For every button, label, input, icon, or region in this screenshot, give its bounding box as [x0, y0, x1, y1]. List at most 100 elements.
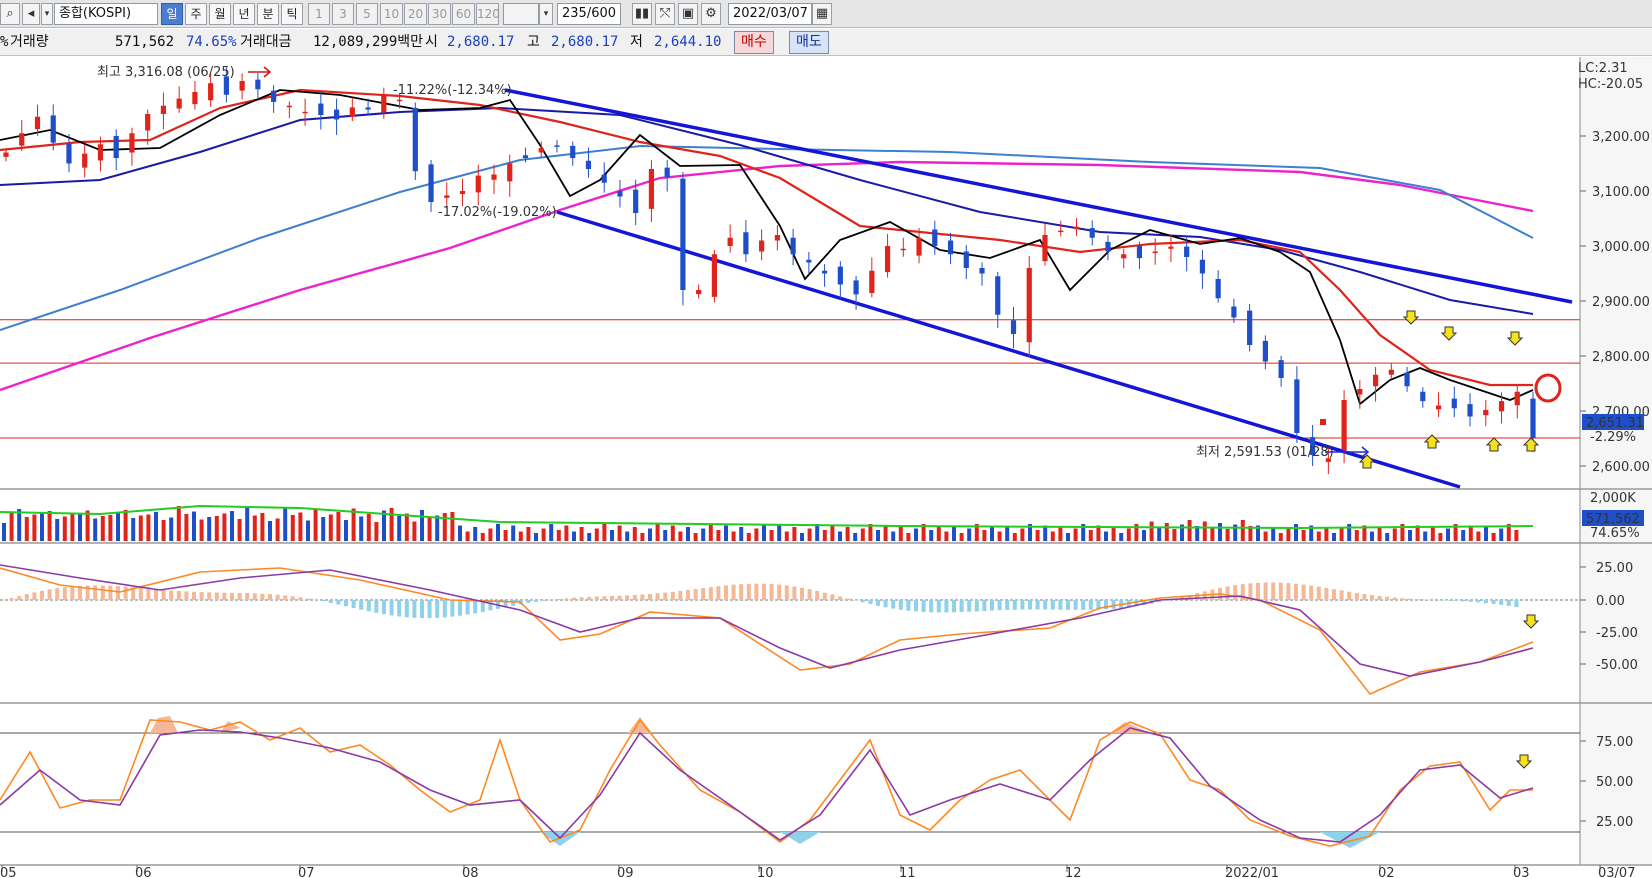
date-axis-label: 2022/01: [1225, 866, 1279, 878]
dropdown-arrow-icon[interactable]: ▾: [41, 3, 53, 25]
candle-body: [601, 174, 607, 183]
candle-body: [412, 107, 418, 172]
interval-dropdown-icon[interactable]: ▾: [539, 3, 553, 25]
interval-button-7[interactable]: 120: [476, 3, 500, 25]
volume-bar: [1415, 525, 1420, 541]
macd-histogram-bar: [777, 584, 782, 600]
candle-body: [1530, 398, 1536, 438]
buy-button[interactable]: 매수: [734, 31, 774, 54]
macd-histogram-bar: [1347, 591, 1352, 600]
candle-body: [1152, 251, 1158, 253]
volume-bar: [1392, 528, 1397, 541]
macd-histogram-bar: [541, 600, 546, 601]
date-axis-label: 05: [0, 866, 17, 878]
macd-histogram-bar: [298, 597, 303, 600]
ma120-line: [0, 144, 1534, 331]
gear-icon[interactable]: ⚙: [701, 3, 721, 25]
volume-bar: [55, 519, 60, 541]
arrow-down-icon: [1506, 331, 1524, 346]
volume-bar: [1233, 524, 1238, 541]
macd-histogram-bar: [230, 592, 234, 600]
period-button-4[interactable]: 분: [257, 3, 279, 25]
candle-body: [790, 237, 796, 255]
interval-button-0[interactable]: 1: [308, 3, 330, 25]
macd-histogram-bar: [17, 596, 22, 600]
macd-histogram-bar: [807, 589, 812, 600]
volume-bar: [838, 531, 842, 541]
candle-body: [129, 133, 135, 153]
pct-annotation-1: -11.22%(-12.34%): [393, 83, 512, 98]
volume-bar: [465, 531, 470, 541]
candle-body: [1420, 391, 1426, 402]
macd-histogram-bar: [815, 590, 820, 600]
period-button-5[interactable]: 틱: [281, 3, 303, 25]
date-axis-label: 09: [617, 866, 634, 878]
volume-bar: [830, 525, 835, 541]
period-button-1[interactable]: 주: [185, 3, 207, 25]
macd-histogram-bar: [838, 596, 842, 600]
volume-bar: [1339, 528, 1344, 541]
macd-histogram-bar: [1415, 599, 1420, 600]
interval-button-1[interactable]: 3: [332, 3, 354, 25]
arrow-down-icon: [1402, 310, 1420, 325]
candle-body: [963, 251, 969, 268]
volume-bar: [1468, 525, 1473, 541]
interval-button-4[interactable]: 20: [404, 3, 427, 25]
macd-histogram-bar: [1157, 600, 1162, 603]
candle-type-icon[interactable]: ▮▮: [632, 3, 652, 25]
volume-bar: [929, 530, 934, 541]
volume-bar: [458, 525, 462, 541]
volume-bar: [625, 531, 630, 541]
candle-body: [113, 136, 119, 158]
save-icon[interactable]: ▣: [678, 3, 698, 25]
volume-bar: [997, 531, 1002, 541]
volume-bar: [1400, 524, 1405, 541]
candle-body: [1467, 404, 1473, 417]
period-button-3[interactable]: 년: [233, 3, 255, 25]
macd-axis-label: -50.00: [1596, 658, 1638, 673]
volume-bar: [1248, 526, 1253, 541]
trend-line-upper: [504, 88, 1573, 304]
macd-histogram-bar: [579, 597, 584, 600]
volume-bar: [389, 508, 394, 541]
volume-bar: [230, 511, 234, 541]
signal-arrows: [1358, 310, 1540, 769]
search-icon[interactable]: ⌕: [0, 3, 20, 25]
speaker-icon[interactable]: ◂: [22, 3, 40, 25]
calendar-icon[interactable]: ▦: [812, 3, 832, 25]
interval-custom-input[interactable]: [503, 3, 539, 25]
price-axis-label: 3,200.00: [1592, 130, 1650, 145]
macd-histogram-bar: [176, 591, 181, 600]
interval-button-6[interactable]: 60: [452, 3, 475, 25]
macd-histogram-bar: [1043, 600, 1048, 610]
line-tool-icon[interactable]: ⤲: [655, 3, 675, 25]
macd-histogram-bar: [252, 593, 257, 600]
sell-button[interactable]: 매도: [789, 31, 829, 54]
date-axis-label: 10: [757, 866, 774, 878]
symbol-input[interactable]: 종합(KOSPI): [54, 3, 158, 25]
date-axis-label: 07: [298, 866, 315, 878]
macd-histogram-bar: [746, 583, 751, 600]
period-button-0[interactable]: 일: [161, 3, 183, 25]
volume-bar: [78, 513, 82, 541]
period-button-2[interactable]: 월: [209, 3, 231, 25]
volume-bar: [1157, 527, 1162, 541]
volume-bar: [860, 528, 865, 541]
volume-bar: [47, 511, 52, 541]
volume-bar: [108, 515, 113, 541]
candle-body: [884, 246, 891, 273]
date-input[interactable]: 2022/03/07: [728, 3, 812, 25]
candle-body: [900, 248, 906, 251]
interval-button-3[interactable]: 10: [380, 3, 403, 25]
candle-body: [66, 143, 72, 164]
volume-bar: [2, 523, 6, 541]
candle-body: [1451, 398, 1457, 409]
macd-histogram-bar: [1294, 583, 1298, 600]
interval-button-5[interactable]: 30: [428, 3, 451, 25]
count-input[interactable]: 235/600: [557, 3, 621, 25]
macd-histogram-bar: [442, 600, 447, 618]
volume-bar: [617, 525, 622, 541]
interval-button-2[interactable]: 5: [356, 3, 378, 25]
macd-histogram-bar: [898, 600, 903, 610]
